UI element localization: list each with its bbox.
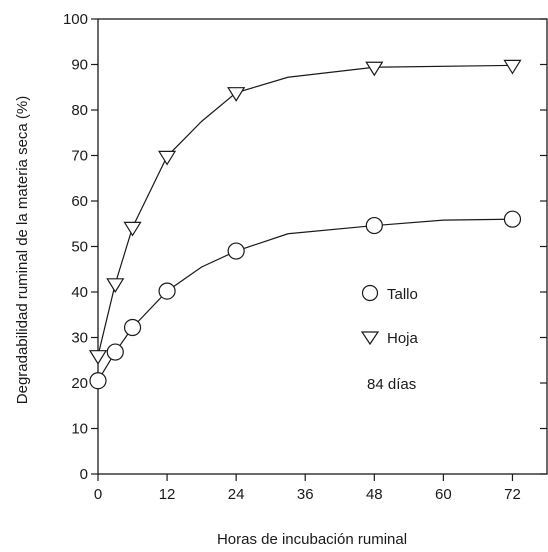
y-tick-label: 70 [71,148,88,165]
y-tick-label: 80 [71,102,88,119]
hoja-data-point [227,87,246,102]
x-tick-label: 12 [159,486,176,503]
series-lines [97,64,513,382]
x-tick-label: 48 [366,486,383,503]
x-axis-ticks: 0 12 24 36 48 60 72 [94,474,521,503]
x-tick-label: 60 [435,486,452,503]
y-tick-label: 50 [71,239,88,256]
x-tick-label: 24 [228,486,245,503]
plot-frame [97,18,548,475]
legend: Tallo Hoja 84 días [360,284,419,393]
hoja-series-line [97,64,513,356]
legend-tallo-label: Tallo [387,286,418,303]
tallo-data-point [365,216,383,235]
x-tick-label: 72 [504,486,521,503]
hoja-data-point [365,61,384,77]
plot-axes [97,18,548,475]
hoja-data-point [88,350,108,365]
hoja-data-point [503,59,522,75]
x-axis-title: Horas de incubación ruminal [217,531,407,548]
tallo-data-point [106,343,124,361]
legend-tallo-marker [361,284,379,302]
tallo-data-point [158,282,176,300]
y-axis-ticks: 0 10 20 30 40 50 60 70 80 90 100 [63,11,547,483]
legend-hoja-label: Hoja [387,330,419,347]
days-annotation: 84 días [367,376,416,393]
tallo-data-point [123,318,142,337]
y-tick-label: 30 [71,330,88,347]
legend-hoja-marker [360,331,380,346]
tallo-data-point [89,372,107,390]
y-tick-label: 20 [71,375,88,392]
x-tick-label: 0 [94,486,102,503]
hoja-data-point [158,150,177,166]
tallo-series-line [97,218,513,382]
y-tick-label: 0 [80,466,88,483]
tallo-data-point [503,210,522,228]
hoja-data-point [106,278,125,293]
y-axis-title: Degradabilidad ruminal de la materia sec… [14,96,31,404]
series-markers [88,59,522,390]
tallo-data-point [227,242,245,260]
y-tick-label: 90 [71,57,88,74]
y-tick-label: 10 [71,421,88,438]
y-tick-label: 60 [71,193,88,210]
x-tick-label: 36 [297,486,314,503]
hoja-data-point [123,221,142,237]
y-tick-label: 40 [71,284,88,301]
y-tick-label: 100 [63,11,88,28]
